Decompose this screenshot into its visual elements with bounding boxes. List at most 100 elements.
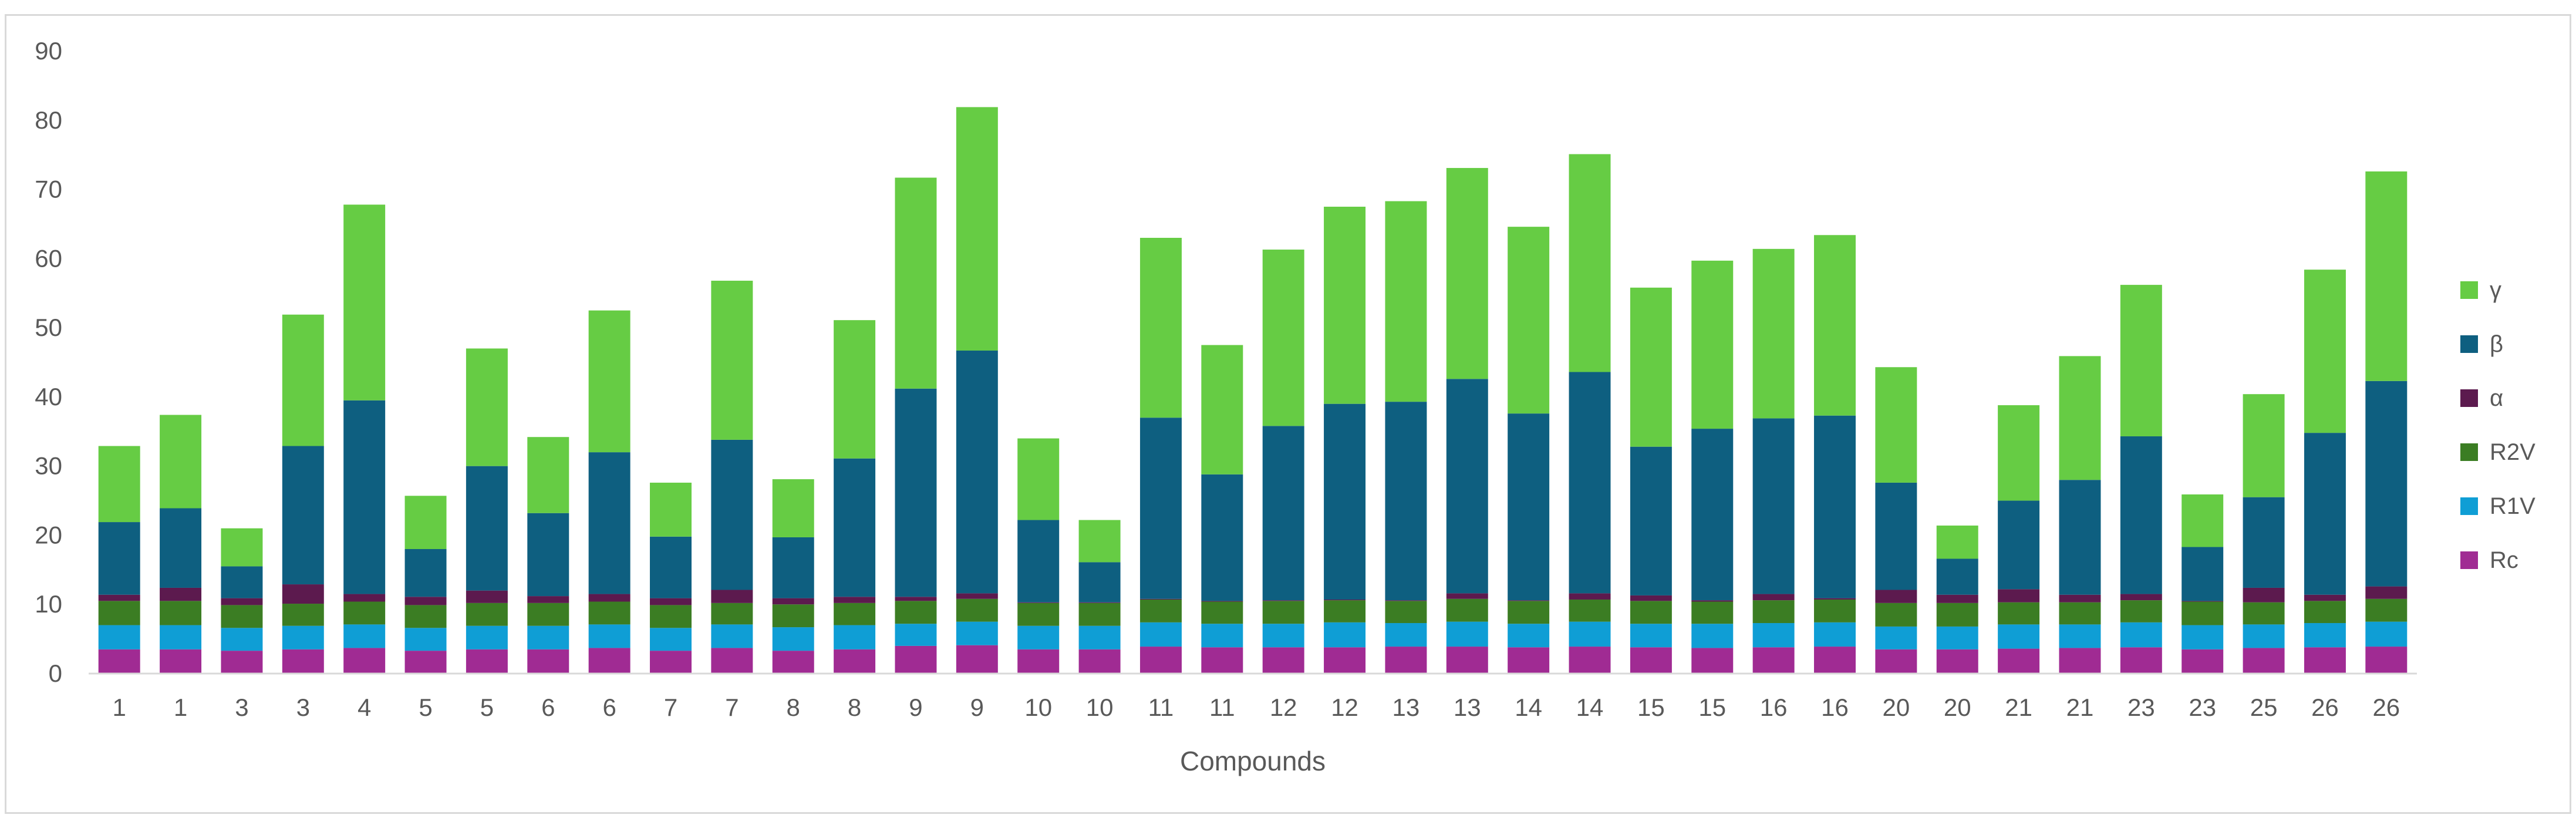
bar-segment-γ-16 [1017,438,1060,520]
bar-segment-α-13 [834,597,876,603]
bar-segment-α-24 [1508,600,1550,601]
bar-segment-R1V-6 [404,628,447,651]
bar-segment-β-22 [1385,402,1427,601]
legend-swatch-β [2460,335,2478,353]
bar-segment-R2V-26 [1630,601,1672,624]
bar-segment-R1V-33 [2059,624,2101,648]
bar-segment-R2V-5 [343,601,386,625]
x-tick-label: 5 [419,694,432,721]
legend-swatch-R2V [2460,443,2478,461]
chart-frame: 0 10 20 30 40 50 60 70 80 90 1 1 3 3 4 5 5 6 6 7 7 8 8 9 9 10 10 1… [5,14,2571,814]
bar-segment-β-11 [711,439,753,590]
bar-segment-γ-31 [1936,525,1978,559]
x-tick-label: 10 [1024,694,1052,721]
bar-segment-R2V-27 [1691,601,1734,624]
bar-segment-α-20 [1262,600,1304,601]
bar-segment-R1V-14 [895,624,937,646]
x-tick-label: 21 [2005,694,2032,721]
bar-segment-γ-10 [650,482,692,537]
bar-segment-R2V-33 [2059,602,2101,625]
x-tick-label: 12 [1270,694,1297,721]
bar-segment-R1V-10 [650,628,692,651]
y-axis: 0 10 20 30 40 50 60 70 80 90 [35,37,62,687]
bar-segment-R2V-14 [895,601,937,624]
bar-segment-R2V-34 [2120,600,2162,622]
x-tick-label: 11 [1148,694,1174,721]
bar-segment-α-28 [1752,594,1795,601]
bar-segment-β-26 [1630,446,1672,595]
y-tick-label: 80 [35,106,62,134]
bar-segment-γ-26 [1630,287,1672,447]
bar-segment-Rc-3 [221,651,263,674]
bar-segment-α-22 [1385,600,1427,601]
bar-segment-R2V-30 [1875,603,1917,627]
x-tick-label: 9 [970,694,984,721]
bar-segment-α-14 [895,597,937,601]
bar-segment-β-17 [1078,562,1121,603]
bar-segment-Rc-5 [343,648,386,674]
bar-segment-γ-14 [895,177,937,389]
bar-segment-β-3 [221,566,263,598]
y-tick-label: 70 [35,176,62,203]
x-tick-label: 3 [235,694,248,721]
x-tick-label: 23 [2189,694,2216,721]
legend-swatch-Rc [2460,551,2478,569]
x-tick-label: 20 [1883,694,1910,721]
bar-segment-γ-22 [1385,201,1427,402]
bar-segment-γ-21 [1324,207,1366,404]
bar-segment-R2V-15 [956,598,998,622]
legend-label: α [2490,385,2503,411]
bar-segment-R1V-15 [956,621,998,645]
y-tick-label: 30 [35,452,62,480]
bar-segment-β-20 [1262,426,1304,601]
bar-segment-γ-30 [1875,367,1917,483]
bar-segment-R1V-22 [1385,623,1427,647]
legend-swatch-R1V [2460,497,2478,515]
bar-segment-R2V-20 [1262,601,1304,624]
x-tick-label: 16 [1760,694,1788,721]
bar-segment-β-7 [466,466,508,591]
bar-segment-α-29 [1814,598,1856,600]
x-tick-label: 26 [2311,694,2339,721]
bar-segment-R2V-6 [404,605,447,628]
bar-segment-γ-29 [1814,235,1856,416]
bar-segment-β-13 [834,458,876,597]
bar-segment-Rc-2 [160,649,202,674]
x-tick-label: 25 [2250,694,2278,721]
bar-segment-R1V-29 [1814,622,1856,647]
x-axis: 1 1 3 3 4 5 5 6 6 7 7 8 8 9 9 10 10 11 11 12 12 13 13 14 14 15 15 1… [89,672,2417,721]
bar-segment-β-33 [2059,480,2101,595]
legend-label: Rc [2490,547,2518,573]
bar-segment-β-15 [956,350,998,594]
bar-segment-R1V-38 [2365,621,2408,647]
bar-segment-Rc-9 [588,648,630,674]
bar-segment-β-5 [343,400,386,594]
bar-segment-Rc-31 [1936,649,1978,674]
bar-segment-R1V-5 [343,624,386,648]
bar-segment-β-37 [2304,433,2346,595]
bar-segment-γ-34 [2120,285,2162,437]
bar-segment-γ-38 [2365,171,2408,381]
bar-segment-γ-20 [1262,250,1304,426]
bar-segment-α-38 [2365,586,2408,599]
bar-segment-Rc-35 [2181,649,2224,674]
x-tick-label: 13 [1454,694,1481,721]
legend-swatch-α [2460,389,2478,407]
bar-segment-R1V-1 [98,625,140,649]
bar-segment-γ-15 [956,107,998,351]
bar-segment-β-35 [2181,547,2224,601]
bar-segment-Rc-37 [2304,647,2346,674]
bar-segment-β-1 [98,522,140,595]
x-tick-label: 1 [174,694,187,721]
bar-segment-Rc-13 [834,649,876,674]
x-tick-label: 16 [1821,694,1849,721]
x-tick-label: 11 [1209,694,1235,721]
bar-segment-Rc-6 [404,651,447,674]
bar-segment-R2V-22 [1385,601,1427,624]
bar-segment-β-34 [2120,436,2162,594]
bar-segment-α-32 [1998,589,2040,603]
bar-segment-R2V-29 [1814,599,1856,622]
bar-segment-β-4 [282,446,324,585]
x-tick-label: 23 [2127,694,2155,721]
